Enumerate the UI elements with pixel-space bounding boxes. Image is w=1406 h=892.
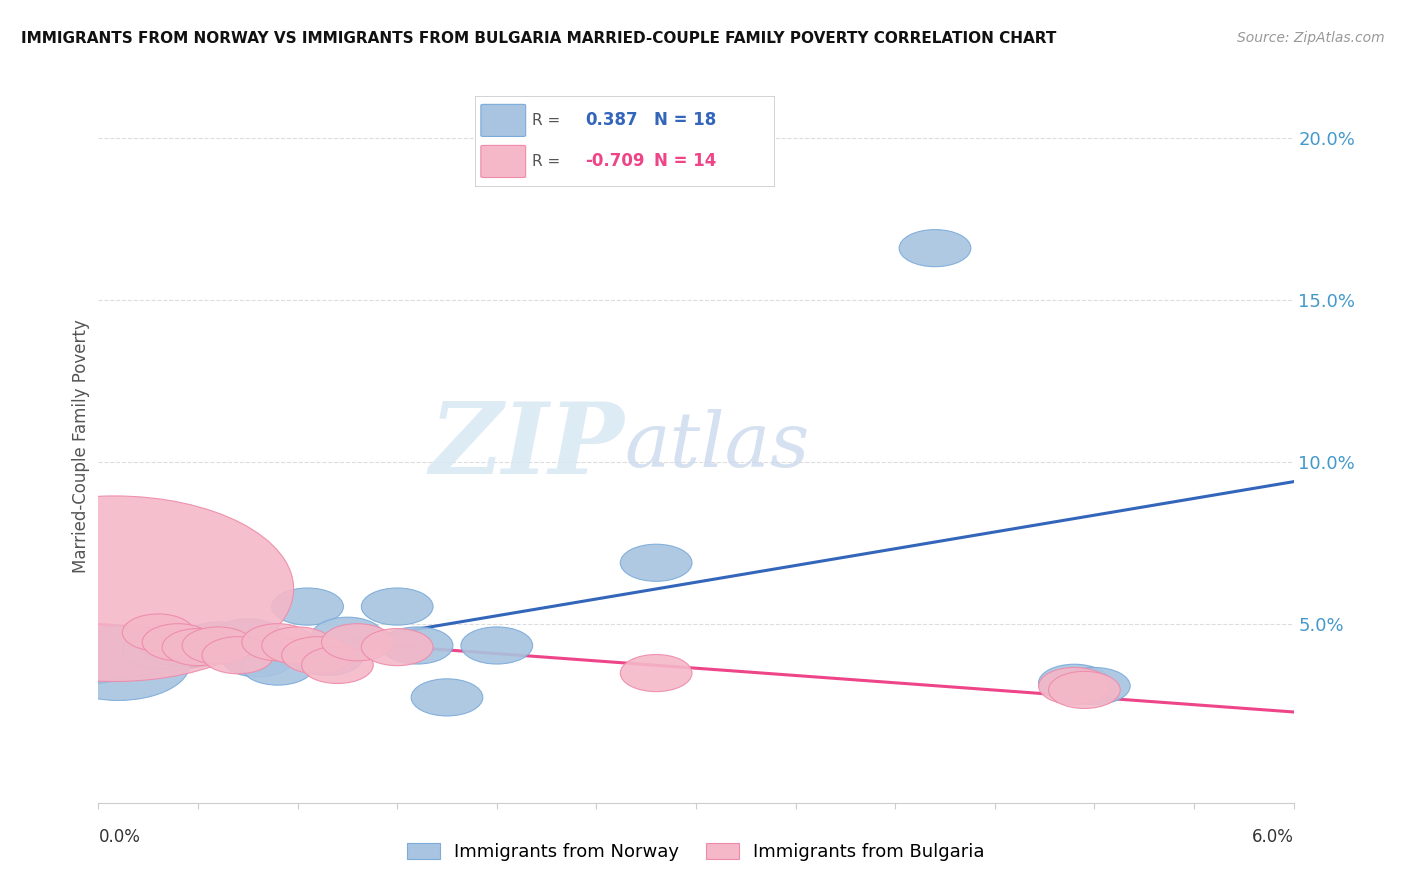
Ellipse shape [122, 632, 194, 669]
Text: IMMIGRANTS FROM NORWAY VS IMMIGRANTS FROM BULGARIA MARRIED-COUPLE FAMILY POVERTY: IMMIGRANTS FROM NORWAY VS IMMIGRANTS FRO… [21, 31, 1056, 46]
Ellipse shape [1059, 667, 1130, 705]
Ellipse shape [172, 625, 243, 663]
Ellipse shape [291, 639, 363, 675]
Text: 0.0%: 0.0% [98, 828, 141, 846]
Ellipse shape [122, 614, 194, 651]
Ellipse shape [202, 637, 274, 673]
Text: atlas: atlas [624, 409, 810, 483]
Text: 6.0%: 6.0% [1251, 828, 1294, 846]
Ellipse shape [242, 624, 314, 661]
Ellipse shape [142, 624, 214, 661]
Ellipse shape [411, 679, 482, 716]
Ellipse shape [361, 588, 433, 625]
Ellipse shape [142, 629, 214, 665]
Ellipse shape [222, 640, 294, 677]
Ellipse shape [322, 624, 394, 661]
Ellipse shape [620, 655, 692, 691]
Ellipse shape [620, 544, 692, 582]
Text: ZIP: ZIP [429, 398, 624, 494]
Ellipse shape [301, 647, 374, 683]
Legend: Immigrants from Norway, Immigrants from Bulgaria: Immigrants from Norway, Immigrants from … [401, 836, 991, 869]
Ellipse shape [1039, 665, 1111, 701]
Ellipse shape [312, 617, 384, 655]
Ellipse shape [0, 496, 294, 681]
Ellipse shape [242, 648, 314, 685]
Ellipse shape [281, 637, 353, 673]
Ellipse shape [212, 619, 284, 656]
Ellipse shape [900, 229, 972, 267]
Ellipse shape [461, 627, 533, 664]
Ellipse shape [361, 629, 433, 665]
Text: Source: ZipAtlas.com: Source: ZipAtlas.com [1237, 31, 1385, 45]
Ellipse shape [271, 588, 343, 625]
Y-axis label: Married-Couple Family Poverty: Married-Couple Family Poverty [72, 319, 90, 573]
Ellipse shape [183, 627, 254, 664]
Ellipse shape [262, 627, 333, 664]
Ellipse shape [381, 627, 453, 664]
Ellipse shape [162, 629, 233, 665]
Ellipse shape [183, 622, 254, 659]
Ellipse shape [46, 626, 190, 700]
Ellipse shape [1049, 672, 1121, 708]
Ellipse shape [1039, 667, 1111, 705]
